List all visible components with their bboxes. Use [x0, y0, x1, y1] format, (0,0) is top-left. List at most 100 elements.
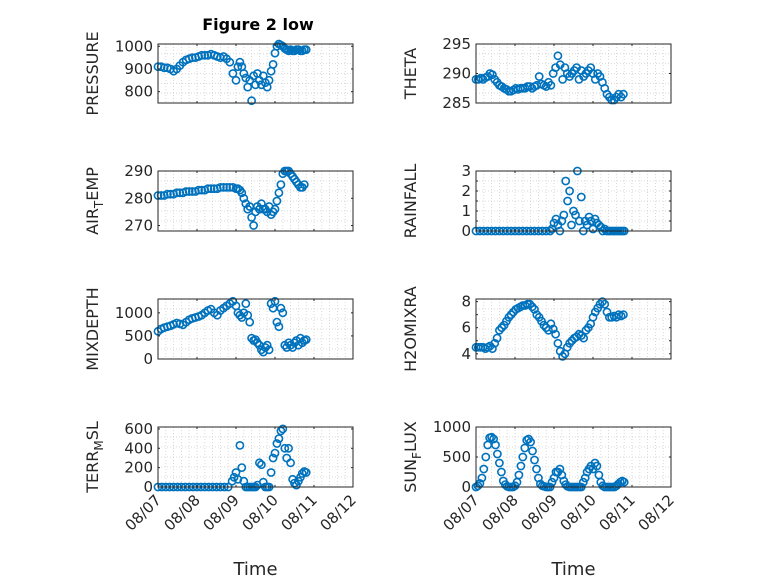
y-axis-label: AIRTEMP [83, 167, 106, 235]
x-axis-label: Time [232, 559, 277, 580]
y-axis-label: H2OMIXRA [401, 286, 420, 372]
axes-box [157, 170, 354, 232]
data-point [262, 340, 272, 350]
y-tick-label: 270 [124, 217, 153, 235]
data-point [299, 180, 309, 189]
y-tick-label: 2 [461, 182, 471, 200]
data-point [245, 317, 255, 327]
data-point [559, 210, 569, 220]
data-point [184, 187, 194, 196]
data-point [487, 432, 496, 442]
x-tick-label: 08/10 [239, 491, 282, 534]
data-point [272, 439, 282, 448]
data-point [497, 323, 507, 333]
data-point [272, 196, 282, 206]
data-point [284, 443, 293, 453]
x-tick-label: 08/11 [278, 491, 321, 534]
y-tick-label: 0 [461, 478, 471, 496]
data-point [270, 296, 280, 306]
data-point [487, 70, 497, 80]
data-point [286, 458, 295, 468]
data-point [526, 437, 535, 447]
x-tick-label: 08/12 [317, 491, 360, 534]
data-point [233, 62, 243, 72]
data-point [492, 333, 502, 343]
data-point [496, 467, 506, 477]
data-point [546, 319, 556, 329]
y-tick-label: 8 [461, 293, 471, 311]
data-point [578, 477, 588, 487]
figure-title: Figure 2 low [202, 15, 314, 34]
data-point [595, 299, 605, 309]
data-point [172, 188, 182, 198]
data-point [619, 89, 628, 99]
data-point [571, 210, 580, 220]
data-point [274, 188, 284, 198]
data-point [162, 189, 172, 199]
data-point [514, 470, 524, 480]
data-point [575, 216, 584, 226]
data-point [619, 477, 629, 487]
data-point [520, 443, 530, 453]
data-point [228, 69, 238, 78]
x-tick-label: 08/09 [200, 491, 243, 534]
data-point [551, 329, 560, 339]
data-point [268, 60, 278, 69]
data-point [278, 308, 288, 318]
data-point [548, 324, 558, 334]
data-point [272, 41, 282, 51]
panel-mixdepth: 0 500 1000 MIXDEPTH [83, 287, 354, 371]
y-tick-label: 295 [442, 35, 471, 53]
data-point [530, 455, 539, 465]
data-point [239, 69, 249, 78]
y-tick-label: 285 [442, 94, 471, 112]
x-axis-label: Time [550, 559, 595, 580]
panel-h2omixra: 4 6 8 H2OMIXRA [401, 286, 672, 372]
axes-box [157, 426, 354, 488]
data-point [479, 464, 489, 474]
data-point [553, 51, 563, 61]
data-point [525, 299, 535, 309]
y-tick-label: 4 [461, 345, 471, 363]
data-point [546, 80, 556, 90]
y-axis-label: SUNFLUX [401, 421, 424, 493]
data-point [534, 72, 544, 81]
y-axis-label: MIXDEPTH [83, 287, 102, 370]
y-tick-label: 0 [143, 478, 153, 496]
y-tick-label: 290 [442, 65, 471, 83]
y-tick-label: 1000 [115, 37, 153, 55]
data-point [579, 333, 588, 343]
data-point [247, 96, 256, 106]
x-tick-label: 08/07 [122, 491, 165, 534]
y-tick-label: 290 [124, 162, 153, 180]
data-point [235, 440, 245, 450]
y-tick-label: 1000 [433, 418, 471, 436]
x-tick-label: 08/12 [635, 491, 678, 534]
data-point [494, 458, 504, 468]
data-point [222, 182, 231, 192]
data-point [602, 307, 612, 317]
x-tick-label: 08/11 [596, 491, 639, 534]
data-point [264, 75, 274, 85]
data-point [532, 310, 542, 320]
data-point [270, 448, 280, 458]
panel-theta: 285 290 295 THETA [401, 35, 672, 112]
x-tick-label: 08/09 [518, 491, 561, 534]
data-point [274, 434, 284, 443]
data-point [219, 182, 228, 192]
data-point [264, 345, 274, 355]
data-point [272, 317, 282, 327]
data-point [491, 440, 500, 450]
x-tick-label: 08/08 [161, 491, 204, 534]
data-point [481, 452, 491, 462]
data-point [532, 464, 541, 474]
y-axis-label: RAINFALL [401, 164, 420, 239]
y-tick-label: 1000 [115, 304, 153, 322]
data-point [555, 346, 565, 356]
y-tick-label: 0 [143, 350, 153, 368]
x-tick-label: 08/07 [440, 491, 483, 534]
axes-box [475, 298, 672, 360]
data-point [247, 333, 256, 343]
